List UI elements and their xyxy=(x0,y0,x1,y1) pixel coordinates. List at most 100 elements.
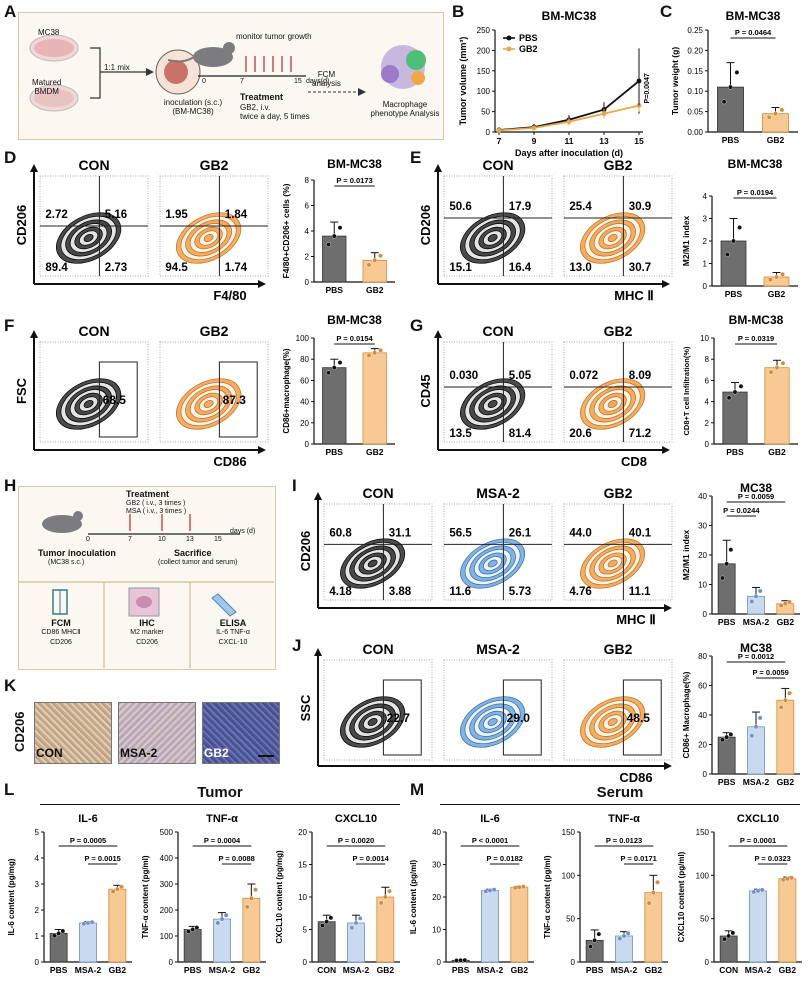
data-point xyxy=(372,350,378,356)
y-axis-label: CD86+ Macrophage(%) xyxy=(682,671,691,758)
x-tick-label: PBS xyxy=(726,447,744,457)
h-ihc-1: M2 marker xyxy=(130,629,164,636)
y-tick-label: 2 xyxy=(35,906,40,915)
data-point xyxy=(454,958,459,963)
y-axis-label: Tumor volume (mm³) xyxy=(458,37,468,126)
gate xyxy=(622,679,662,756)
y-tick-label: 4 xyxy=(305,227,310,236)
chart-m-tnf: TNF-α 0 50 100 150 TNF-α content (pg/ml) PBS MS… xyxy=(543,813,668,975)
quadrant-value: 2.72 xyxy=(45,209,67,221)
data-point xyxy=(737,225,743,230)
chart-title: TNF-α xyxy=(206,813,238,825)
x-tick-label: GB2 xyxy=(109,965,127,975)
flow-x-label: MHC Ⅱ xyxy=(616,612,656,627)
bar-pbs xyxy=(717,563,736,615)
data-point xyxy=(462,957,468,963)
y-axis-label: M2/M1 index xyxy=(681,529,691,580)
plot-title: CON xyxy=(482,157,513,173)
data-point xyxy=(194,925,200,931)
quadrant-value: 11.6 xyxy=(449,586,471,598)
quadrant-value: 94.5 xyxy=(165,262,188,274)
bar-gb2 xyxy=(778,878,797,963)
flow-y-label: CD206 xyxy=(418,205,433,245)
data-point xyxy=(778,704,784,710)
data-point xyxy=(483,888,489,894)
flow-x-arrow xyxy=(258,446,266,454)
y-axis-label: TNF-α content (pg/ml) xyxy=(543,855,552,938)
gate xyxy=(98,361,138,438)
data-point xyxy=(778,603,784,608)
data-point xyxy=(458,957,464,963)
flow-x-arrow xyxy=(662,446,670,454)
data-point xyxy=(728,732,734,737)
y-tick-label: 10 xyxy=(432,926,441,935)
data-point xyxy=(774,274,779,280)
p-value: P = 0.0059 xyxy=(752,668,788,677)
injection-arrows xyxy=(245,56,292,72)
data-point xyxy=(186,928,191,934)
p-value: P < 0.0001 xyxy=(472,836,508,845)
x-tick-label: 9 xyxy=(532,136,537,146)
y-axis-label: IL-6 content (pg/ml) xyxy=(409,860,418,935)
plot-title: CON xyxy=(362,485,393,501)
y-tick-label: 6 xyxy=(705,376,710,385)
contour-population xyxy=(460,538,526,589)
panel-label-a: A xyxy=(4,2,17,21)
y-tick-label: 300 xyxy=(160,880,174,889)
y-axis-label: F4/80+CD206+ cells (%) xyxy=(281,183,291,278)
data-point xyxy=(646,900,652,906)
h-fcm-block: FCM CD86 MHCⅡ CD206 xyxy=(18,618,104,648)
data-point xyxy=(731,238,736,244)
flow-d: CON 2.72 5.16 89.4 2.73 GB2 1.95 1.84 94.5 1.74 CD… xyxy=(14,157,269,303)
bar-msa-2 xyxy=(79,922,97,963)
bar-pbs xyxy=(717,86,744,133)
y-tick-label: 100 xyxy=(477,87,491,96)
data-point xyxy=(780,360,786,366)
y-tick-label: 4 xyxy=(703,192,708,201)
h-days: days (d) xyxy=(230,528,256,535)
quadrant-value: 1.95 xyxy=(165,209,188,221)
data-point xyxy=(596,931,602,937)
x-tick-label: GB2 xyxy=(777,617,795,627)
mix-connector xyxy=(90,47,146,99)
contour-ring xyxy=(367,718,378,726)
data-point xyxy=(487,888,493,893)
quadrant-value: 60.8 xyxy=(329,528,352,540)
data-point xyxy=(337,225,343,231)
x-tick-label: MSA-2 xyxy=(209,965,236,975)
h-inoculation: Tumor inoculation xyxy=(38,548,116,558)
h-treatment: Treatment xyxy=(126,489,170,499)
panel-label-g: G xyxy=(410,316,424,335)
bar-pbs xyxy=(322,367,347,445)
data-point xyxy=(244,904,250,910)
flow-y-label: CD45 xyxy=(418,374,433,407)
data-point xyxy=(787,690,792,696)
p-value: P = 0.0005 xyxy=(70,836,106,845)
y-tick-label: 0.10 xyxy=(687,87,703,96)
y-tick-label: 0.25 xyxy=(687,26,703,35)
h-t15: 15 xyxy=(214,536,222,543)
y-tick-label: 2 xyxy=(703,237,708,246)
elisa-icon xyxy=(211,593,237,617)
chart-c: BM-MC38 0.00 0.05 0.10 0.15 0.20 0.25 Tumor wei… xyxy=(670,9,798,145)
data-point xyxy=(751,889,757,895)
data-point xyxy=(780,271,786,277)
y-axis-label: CXCL10 content (pg/mg) xyxy=(275,850,284,944)
bar-pbs xyxy=(717,736,736,775)
x-tick-label: MSA-2 xyxy=(75,965,102,975)
h-t13: 13 xyxy=(186,536,194,543)
p-value: P = 0.0244 xyxy=(723,506,760,515)
chart-title: CXCL10 xyxy=(335,813,377,825)
gate-value: 22.7 xyxy=(387,711,411,725)
data-point xyxy=(721,99,727,105)
data-point xyxy=(749,599,755,605)
x-tick-label: PBS xyxy=(718,777,736,787)
ihc-gb2-label: GB2 xyxy=(204,746,229,760)
quadrant-value: 26.1 xyxy=(509,528,532,540)
y-tick-label: 4 xyxy=(35,854,40,863)
chart-e: BM-MC38 0 1 2 3 4 M2/M1 index PBS GB2 P = 0.0194 xyxy=(681,157,798,299)
h-ihc-2: CD206 xyxy=(136,639,158,646)
data-point xyxy=(720,737,725,743)
y-tick-label: 100 xyxy=(562,871,576,880)
h-dose-arrows xyxy=(129,514,191,531)
